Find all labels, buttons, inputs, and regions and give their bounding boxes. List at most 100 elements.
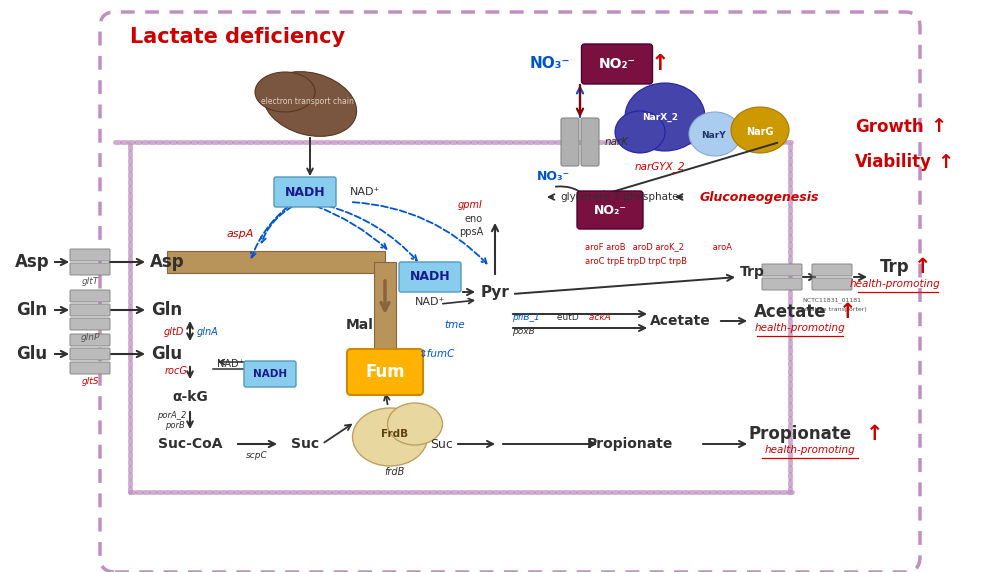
FancyBboxPatch shape <box>561 118 579 166</box>
Text: health-promoting: health-promoting <box>754 323 846 333</box>
Text: Mal: Mal <box>346 318 374 332</box>
Text: NCTC11831_01181: NCTC11831_01181 <box>802 297 861 303</box>
Text: Trp: Trp <box>880 258 909 276</box>
Text: glycerate-3-phosphate: glycerate-3-phosphate <box>560 192 679 202</box>
Text: rocG: rocG <box>165 366 187 375</box>
Text: NADH: NADH <box>253 369 287 379</box>
Text: ↑: ↑ <box>650 54 669 74</box>
Text: NO₂⁻: NO₂⁻ <box>598 57 636 71</box>
Ellipse shape <box>352 408 428 466</box>
Text: NAD⁺: NAD⁺ <box>217 359 243 369</box>
Text: aroC trpE trpD trpC trpB: aroC trpE trpD trpC trpB <box>585 257 687 267</box>
FancyBboxPatch shape <box>762 278 802 290</box>
Text: Suc-CoA: Suc-CoA <box>158 437 223 451</box>
Text: Gluconeogenesis: Gluconeogenesis <box>700 190 819 204</box>
Ellipse shape <box>731 107 789 153</box>
FancyBboxPatch shape <box>70 290 110 302</box>
Text: eno: eno <box>465 214 483 224</box>
Text: ppsA: ppsA <box>459 227 483 237</box>
FancyBboxPatch shape <box>812 278 852 290</box>
Text: Fum: Fum <box>365 363 405 381</box>
Text: aroF aroB: aroF aroB <box>585 243 626 252</box>
FancyBboxPatch shape <box>244 361 296 387</box>
Text: Glu: Glu <box>151 345 182 363</box>
Text: Asp: Asp <box>150 253 184 271</box>
Text: Lactate deficiency: Lactate deficiency <box>130 27 345 47</box>
Text: ackA: ackA <box>586 312 611 321</box>
FancyBboxPatch shape <box>274 177 336 207</box>
Text: Viability: Viability <box>855 153 932 171</box>
Text: Suc: Suc <box>430 438 453 451</box>
Text: health-promoting: health-promoting <box>764 445 855 455</box>
Text: Trp: Trp <box>740 265 764 279</box>
Text: aspA: aspA <box>227 229 254 239</box>
Text: Propionate: Propionate <box>587 437 673 451</box>
Text: Glu: Glu <box>17 345 47 363</box>
Text: glnA: glnA <box>197 327 219 337</box>
Text: ↑: ↑ <box>937 153 954 172</box>
Text: Gln: Gln <box>151 301 182 319</box>
Ellipse shape <box>689 112 741 156</box>
FancyBboxPatch shape <box>70 318 110 330</box>
FancyBboxPatch shape <box>347 349 423 395</box>
FancyBboxPatch shape <box>399 262 461 292</box>
Ellipse shape <box>625 83 705 151</box>
Bar <box>374 262 396 357</box>
Text: pflB_1: pflB_1 <box>512 312 540 321</box>
Text: Pyr: Pyr <box>481 284 509 300</box>
Text: Gln: Gln <box>17 301 47 319</box>
Ellipse shape <box>255 72 315 112</box>
Text: gltT: gltT <box>81 277 99 287</box>
Text: poxB: poxB <box>512 327 535 336</box>
Text: gpmI: gpmI <box>458 200 483 210</box>
Ellipse shape <box>387 403 442 445</box>
Text: NAD⁺: NAD⁺ <box>350 187 381 197</box>
Text: aroD aroK_2: aroD aroK_2 <box>630 243 684 252</box>
FancyBboxPatch shape <box>812 264 852 276</box>
Text: narK: narK <box>605 137 629 147</box>
Text: NO₂⁻: NO₂⁻ <box>594 204 627 216</box>
Text: narGYX_2: narGYX_2 <box>635 161 686 172</box>
Text: Asp: Asp <box>15 253 49 271</box>
Text: ↑: ↑ <box>914 257 932 277</box>
Text: Growth: Growth <box>855 118 924 136</box>
Text: Propionate: Propionate <box>749 425 852 443</box>
Text: Acetate: Acetate <box>649 314 710 328</box>
Text: scpC: scpC <box>246 451 268 460</box>
Text: gltS: gltS <box>81 376 99 386</box>
Text: porA_2: porA_2 <box>157 411 186 420</box>
Text: FrdB: FrdB <box>382 429 408 439</box>
Text: ↑: ↑ <box>840 302 856 322</box>
Text: ↑: ↑ <box>866 424 884 444</box>
Text: NADH: NADH <box>284 185 326 198</box>
Text: eutD: eutD <box>554 312 579 321</box>
Text: ↑: ↑ <box>930 117 947 137</box>
Text: glnP: glnP <box>80 332 100 341</box>
Text: NarY: NarY <box>700 132 725 141</box>
FancyBboxPatch shape <box>70 348 110 360</box>
FancyBboxPatch shape <box>581 118 599 166</box>
Text: tme: tme <box>444 320 465 330</box>
Text: aroA: aroA <box>710 243 732 252</box>
Ellipse shape <box>264 72 356 136</box>
Text: health-promoting: health-promoting <box>850 279 941 289</box>
Text: Suc: Suc <box>291 437 319 451</box>
FancyBboxPatch shape <box>577 191 643 229</box>
FancyBboxPatch shape <box>70 249 110 261</box>
Bar <box>167 251 385 273</box>
FancyBboxPatch shape <box>70 362 110 374</box>
FancyBboxPatch shape <box>70 304 110 316</box>
Text: (putative transporter): (putative transporter) <box>798 308 866 312</box>
Text: gltD: gltD <box>164 327 184 337</box>
Text: α-kG: α-kG <box>172 390 208 404</box>
FancyBboxPatch shape <box>70 334 110 346</box>
Text: porB: porB <box>165 421 184 430</box>
Text: ⇕fumC: ⇕fumC <box>419 349 455 359</box>
Text: NADH: NADH <box>410 271 450 284</box>
Text: NO₃⁻: NO₃⁻ <box>537 169 570 182</box>
FancyBboxPatch shape <box>70 263 110 275</box>
Text: Acetate: Acetate <box>753 303 826 321</box>
Text: NAD⁺: NAD⁺ <box>415 297 445 307</box>
FancyBboxPatch shape <box>582 44 652 84</box>
FancyBboxPatch shape <box>762 264 802 276</box>
